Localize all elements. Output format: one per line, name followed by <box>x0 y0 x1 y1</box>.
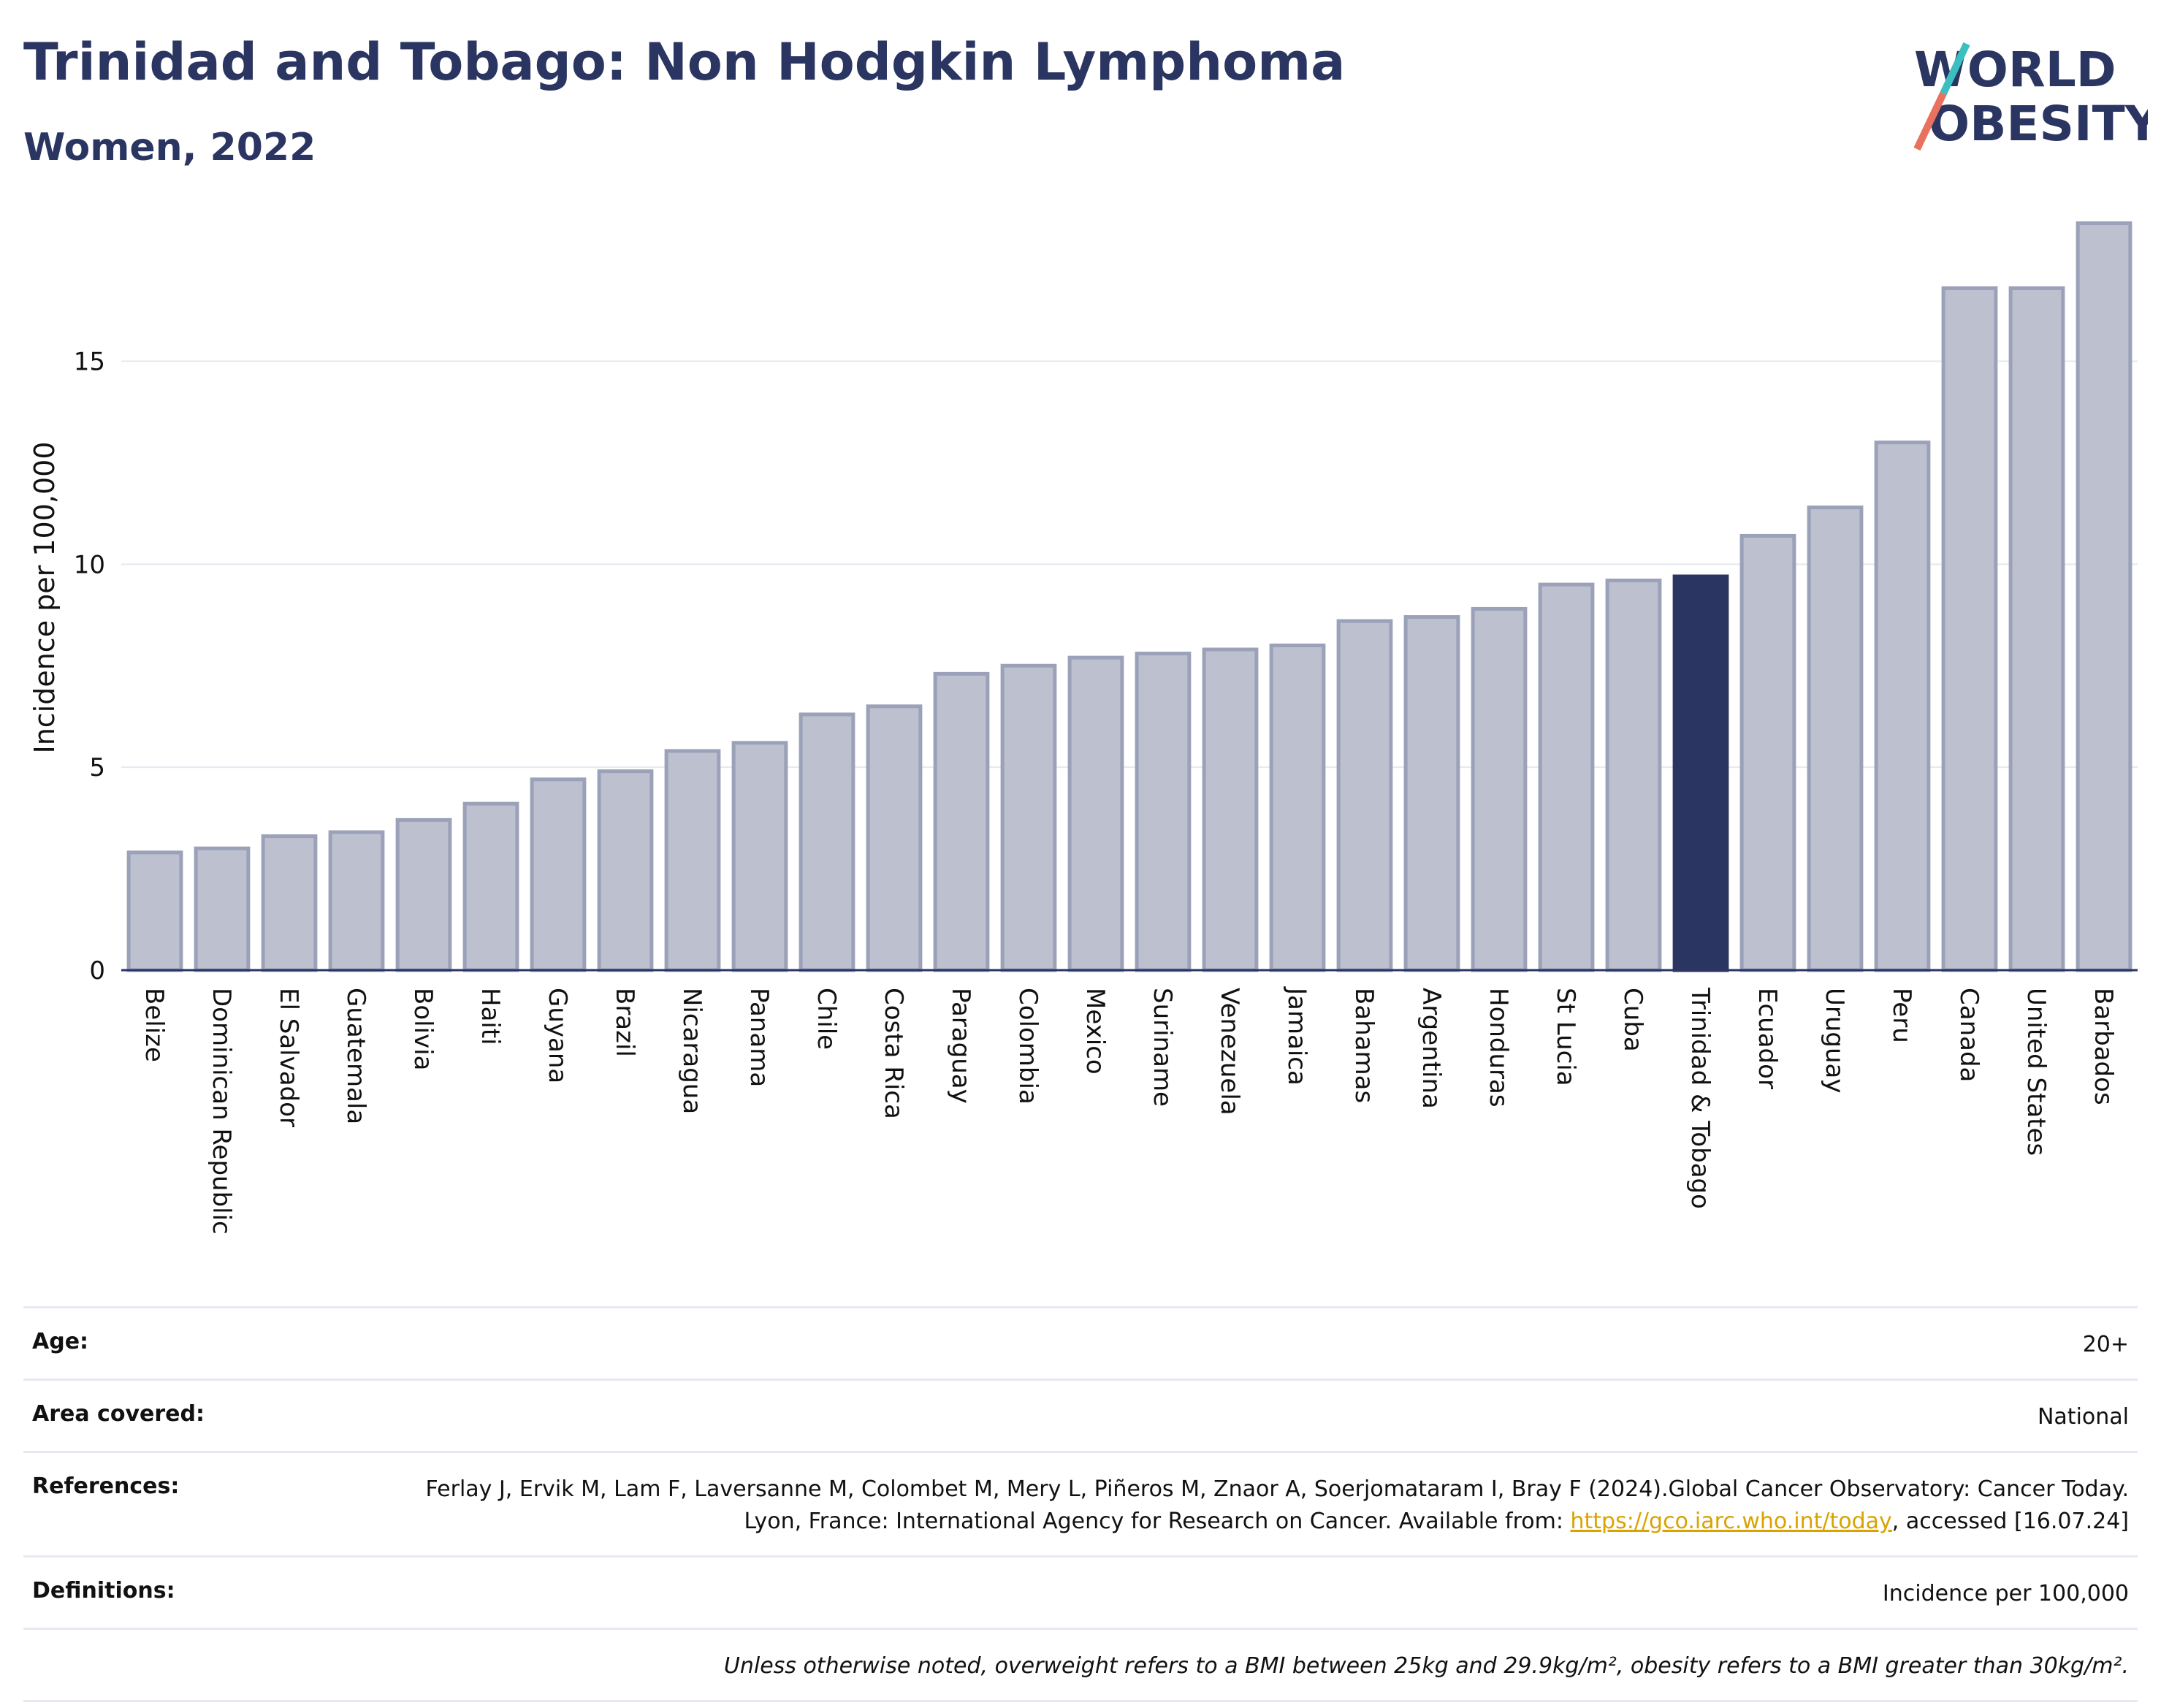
bar <box>664 749 721 972</box>
x-tick-label: El Salvador <box>274 988 303 1127</box>
x-tick-label: Costa Rica <box>879 988 908 1119</box>
chart-title: Trinidad and Tobago: Non Hodgkin Lymphom… <box>23 32 1346 92</box>
x-tick-label: Paraguay <box>946 988 975 1104</box>
x-tick-label: Honduras <box>1484 988 1513 1107</box>
metadata-table: Age: 20+ Area covered: National Referenc… <box>23 1306 2138 1702</box>
definitions-label: Definitions: <box>32 1578 175 1604</box>
meta-row-note: Unless otherwise noted, overweight refer… <box>23 1628 2138 1702</box>
area-label: Area covered: <box>32 1401 205 1427</box>
x-tick-label: Belize <box>140 988 169 1062</box>
references-text: Ferlay J, Ervik M, Lam F, Laversanne M, … <box>425 1476 2129 1534</box>
bar <box>1135 652 1192 972</box>
svg-text:OBESITY: OBESITY <box>1929 96 2148 152</box>
age-value: 20+ <box>2082 1332 2129 1357</box>
world-obesity-logo: WORLD OBESITY <box>1913 42 2148 152</box>
bar <box>597 769 654 972</box>
bar <box>1067 655 1124 972</box>
bar <box>1941 286 1998 972</box>
bar <box>799 712 855 972</box>
references-value: Ferlay J, Ervik M, Lam F, Laversanne M, … <box>376 1473 2129 1538</box>
bar <box>1874 441 1931 972</box>
y-tick-label: 15 <box>74 347 105 376</box>
x-tick-label: Guatemala <box>341 988 370 1124</box>
x-tick-label: Ecuador <box>1753 988 1782 1089</box>
bar <box>1336 619 1393 972</box>
y-tick-label: 0 <box>89 956 105 985</box>
bar <box>261 834 318 972</box>
x-tick-label: Cuba <box>1618 988 1647 1052</box>
x-tick-label: Nicaragua <box>677 988 706 1114</box>
bar <box>1672 574 1729 972</box>
bar <box>126 850 183 972</box>
meta-row-area: Area covered: National <box>23 1379 2138 1451</box>
bar <box>1403 615 1460 972</box>
bar <box>1807 506 1864 972</box>
x-tick-label: Bolivia <box>408 988 438 1070</box>
bar <box>328 830 385 972</box>
x-tick-label: Mexico <box>1080 988 1110 1075</box>
bar <box>866 704 923 972</box>
bar <box>462 801 519 972</box>
bar <box>194 846 251 972</box>
x-tick-label: Guyana <box>543 988 572 1083</box>
bar <box>1538 582 1595 972</box>
bmi-note: Unless otherwise noted, overweight refer… <box>723 1653 2129 1679</box>
bar <box>1605 579 1662 972</box>
x-tick-label: Chile <box>812 988 841 1050</box>
x-tick-label: Venezuela <box>1215 988 1244 1116</box>
x-tick-label: Canada <box>1954 988 1983 1082</box>
bar <box>530 777 587 972</box>
bar <box>1269 643 1326 972</box>
references-label: References: <box>32 1473 180 1499</box>
y-axis-label: Incidence per 100,000 <box>28 441 61 753</box>
references-suffix: , accessed [16.07.24] <box>1891 1509 2129 1534</box>
y-tick-label: 5 <box>89 753 105 782</box>
bar <box>2008 286 2065 972</box>
x-tick-label: Bahamas <box>1349 988 1379 1103</box>
chart-subtitle: Women, 2022 <box>23 126 316 169</box>
x-tick-label: St Lucia <box>1551 988 1580 1086</box>
x-tick-label: Trinidad & Tobago <box>1685 987 1715 1209</box>
bar <box>1471 606 1528 972</box>
x-tick-label: Uruguay <box>1820 988 1849 1094</box>
x-tick-label: United States <box>2021 988 2051 1156</box>
definitions-value: Incidence per 100,000 <box>1882 1581 2129 1606</box>
x-tick-label: Colombia <box>1013 988 1043 1105</box>
x-tick-label: Peru <box>1887 988 1916 1043</box>
x-tick-label: Dominican Republic <box>207 988 236 1235</box>
x-tick-label: Jamaica <box>1282 986 1311 1086</box>
bar <box>731 741 788 972</box>
bar <box>933 671 990 972</box>
bar <box>1739 533 1796 972</box>
x-tick-label: Haiti <box>476 988 505 1045</box>
y-tick-label: 10 <box>74 550 105 579</box>
age-label: Age: <box>32 1329 89 1354</box>
bar <box>1000 663 1057 972</box>
x-tick-label: Barbados <box>2089 988 2118 1105</box>
meta-row-age: Age: 20+ <box>23 1306 2138 1379</box>
area-value: National <box>2037 1404 2129 1430</box>
x-tick-label: Argentina <box>1417 988 1446 1109</box>
x-tick-label: Brazil <box>610 988 639 1057</box>
bar <box>395 817 452 972</box>
bar <box>2076 221 2133 972</box>
x-tick-label: Panama <box>744 988 774 1087</box>
x-tick-label: Suriname <box>1148 988 1177 1107</box>
meta-row-definitions: Definitions: Incidence per 100,000 <box>23 1555 2138 1628</box>
references-link[interactable]: https://gco.iarc.who.int/today <box>1570 1509 1892 1534</box>
bar-chart: 0 5 10 15 Incidence per 100,000 Belize Dominic… <box>28 221 2138 1235</box>
bar <box>1202 647 1259 972</box>
meta-row-references: References: Ferlay J, Ervik M, Lam F, La… <box>23 1451 2138 1555</box>
